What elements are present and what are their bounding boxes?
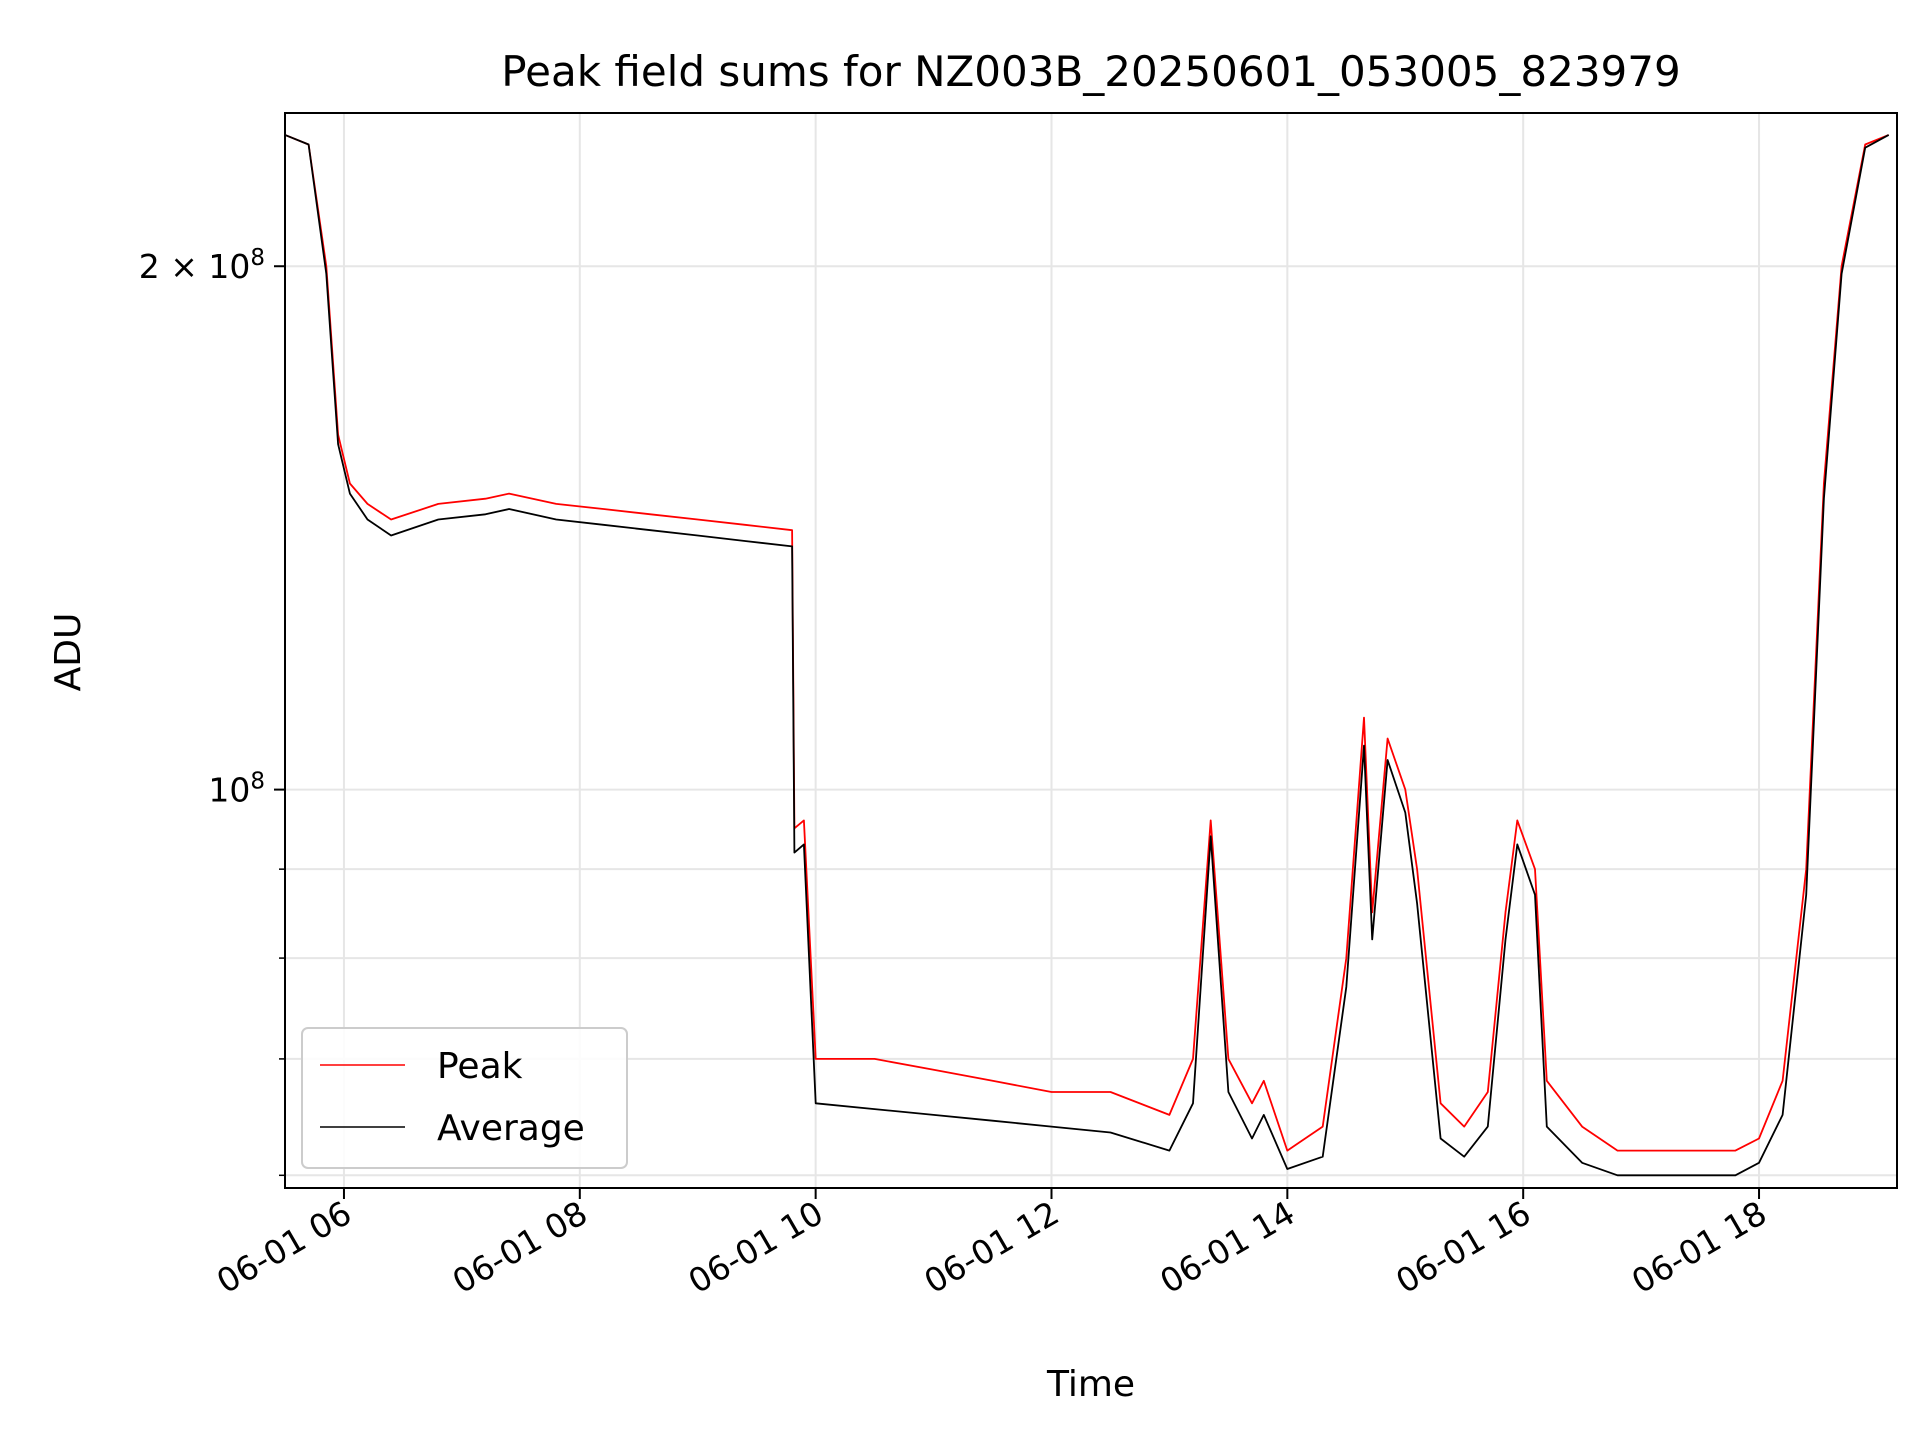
series-average-line: [284, 134, 1890, 1177]
y-axis-label: ADU: [48, 613, 89, 692]
chart-title: Peak field sums for NZ003B_20250601_0530…: [501, 47, 1680, 96]
y-tick-label: 2 × 108: [139, 245, 265, 286]
y-axis: 108 2 × 108: [139, 245, 285, 1177]
x-axis-label: Time: [1046, 1364, 1135, 1405]
legend-average-label: Average: [437, 1108, 585, 1149]
plot-area-frame: [284, 112, 1898, 1189]
legend: Peak Average: [301, 1027, 628, 1169]
legend-frame: [301, 1027, 628, 1169]
y-tick-label: 108: [208, 769, 265, 810]
series-layer: [284, 134, 1890, 1177]
legend-peak-label: Peak: [437, 1046, 523, 1087]
series-peak-line: [284, 134, 1890, 1152]
